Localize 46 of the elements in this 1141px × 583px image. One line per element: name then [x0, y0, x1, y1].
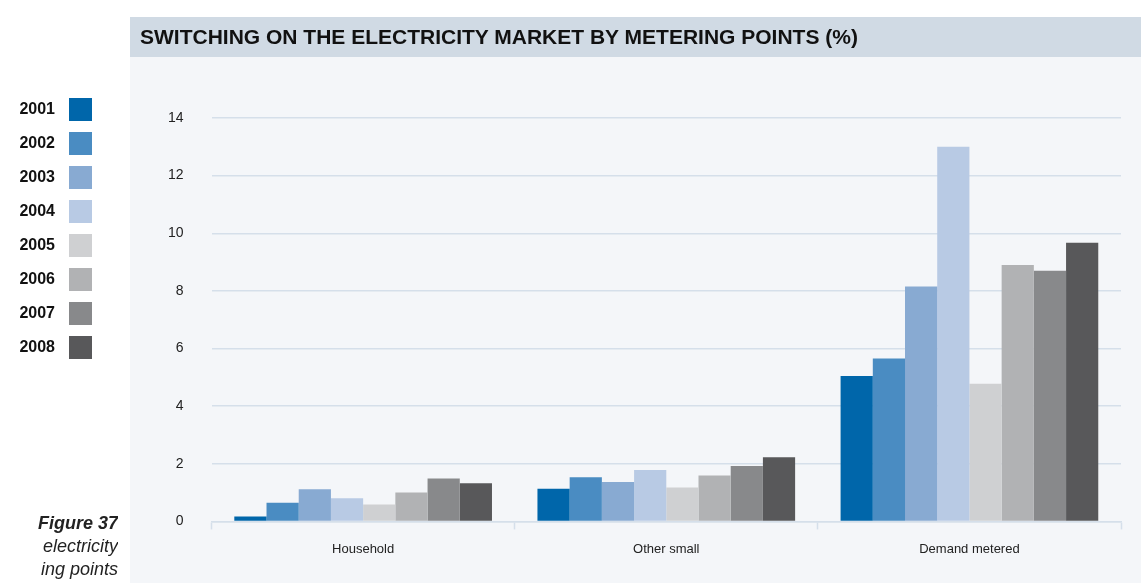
y-tick-label: 14: [167, 108, 184, 125]
bar: [840, 375, 873, 521]
legend-label: 2003: [19, 168, 55, 186]
bar: [698, 475, 731, 521]
bar: [1066, 242, 1099, 521]
chart-title: SWITCHING ON THE ELECTRICITY MARKET BY METERING POINTS (%): [130, 17, 1141, 57]
x-tick-label: Other small: [633, 540, 700, 556]
legend-label: 2008: [19, 338, 55, 356]
bar: [905, 286, 938, 521]
legend-label: 2002: [19, 134, 55, 152]
legend-label: 2004: [19, 202, 55, 220]
bar: [330, 498, 364, 521]
bar: [234, 516, 267, 521]
y-tick-label: 8: [175, 281, 184, 298]
caption: Figure 37: [36, 512, 118, 535]
y-tick-label: 6: [175, 339, 184, 356]
bar: [427, 478, 460, 521]
bar: [937, 146, 970, 521]
legend-label: 2005: [19, 236, 55, 254]
bar: [1033, 270, 1067, 521]
legend-label: 2007: [19, 304, 55, 322]
bar: [969, 383, 1002, 521]
bar: [601, 481, 635, 521]
y-tick-label: 10: [167, 224, 184, 241]
bar: [266, 502, 299, 521]
bar: [569, 477, 602, 521]
bar: [666, 487, 699, 521]
bar: [395, 492, 428, 521]
bar: [1001, 264, 1034, 521]
y-tick-label: 2: [175, 454, 184, 471]
bar: [459, 483, 492, 521]
bar: [872, 358, 906, 521]
text: ing points: [39, 558, 118, 581]
bar: [730, 466, 763, 521]
bar: [762, 457, 796, 521]
bar: [537, 488, 570, 521]
bar: [298, 489, 331, 521]
bar: [634, 470, 667, 521]
bar: [363, 504, 396, 521]
legend-label: 2006: [19, 270, 55, 288]
legend-label: 2001: [19, 100, 55, 118]
y-tick-label: 4: [175, 397, 184, 413]
y-tick-label: 12: [167, 166, 184, 183]
y-tick-label: 0: [175, 512, 184, 529]
x-tick-label: Household: [332, 540, 395, 556]
x-tick-label: Demand metered: [919, 540, 1020, 556]
